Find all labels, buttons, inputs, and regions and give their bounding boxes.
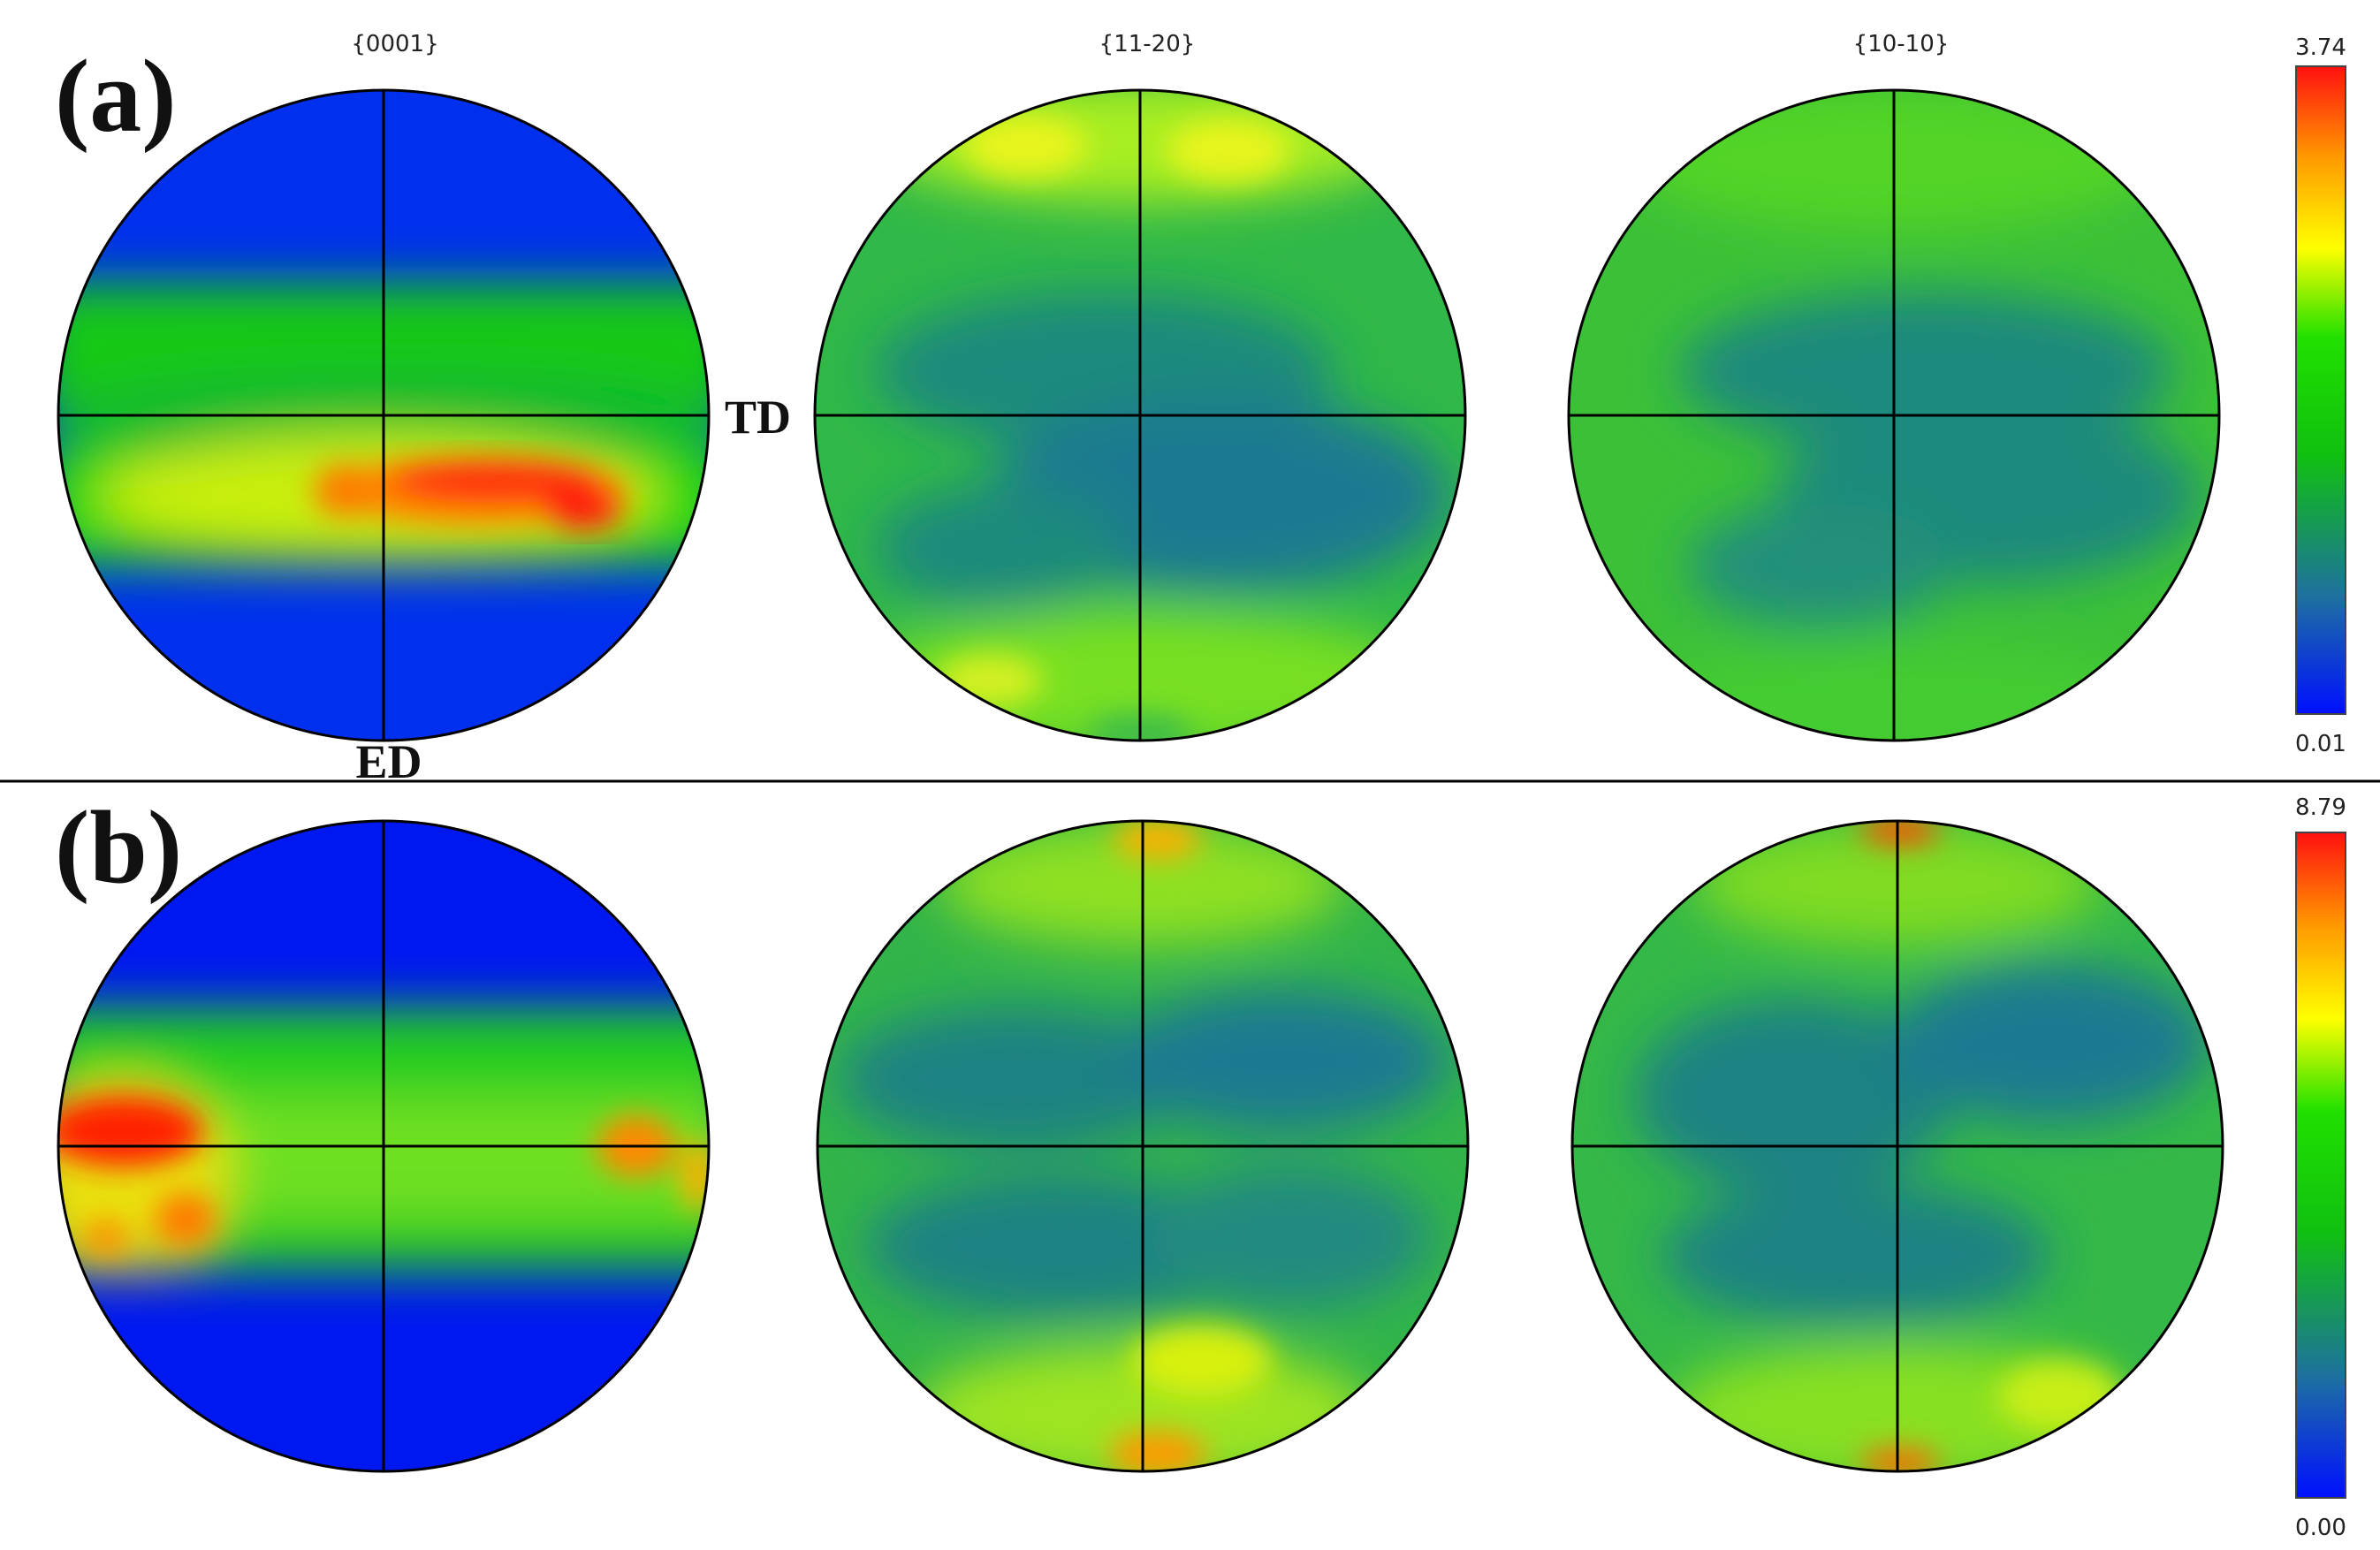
colorbar-b: 8.79 0.00 [2295,794,2346,1541]
panel-a-plane-0001-label: {0001} [351,31,438,57]
td-direction-label: TD [725,391,791,444]
panel-a-label: (a) [55,38,177,154]
panel-a: (a) {0001} {11-20} {10-10} TD ED [55,31,2346,788]
ed-direction-label: ED [355,735,422,788]
pole-figure-a-11-20 [815,90,1465,741]
pole-figure-a-10-10 [1569,90,2219,741]
panel-b-label: (b) [55,789,182,905]
pole-figure-a-0001 [58,90,709,741]
colorbar-b-min-label: 0.00 [2295,1515,2346,1541]
colorbar-a-min-label: 0.01 [2295,731,2346,757]
colorbar-a: 3.74 0.01 [2295,34,2346,757]
pole-figure-b-11-20 [817,821,1468,1471]
panel-a-plane-10-10-label: {10-10} [1853,31,1950,57]
panel-b: (b) [55,789,2346,1541]
pole-figure-b-0001 [58,821,709,1471]
panel-a-plane-11-20-label: {11-20} [1099,31,1196,57]
colorbar-a-max-label: 3.74 [2295,34,2346,61]
colorbar-b-max-label: 8.79 [2295,794,2346,821]
pole-figure-b-10-10 [1572,821,2223,1471]
